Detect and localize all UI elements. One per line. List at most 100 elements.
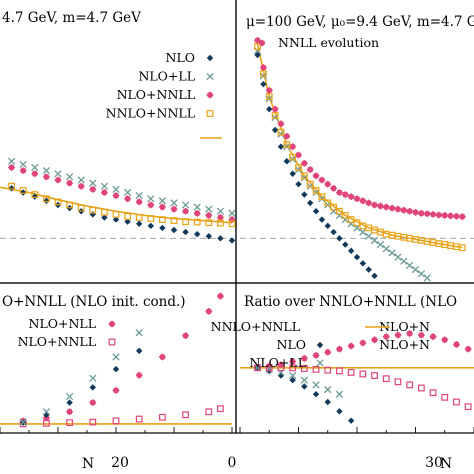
bottom-right-point-2-6 (324, 385, 332, 394)
bottom-left-point-1-8 (205, 408, 213, 416)
bottom-right-point-1-3 (289, 377, 296, 384)
top-right-point-3-5 (283, 141, 291, 148)
bottom-right-point-0-12-core (395, 332, 401, 338)
top-right-point-2-21 (376, 240, 385, 249)
top-left-point-2-9-core (113, 193, 119, 199)
bottom-left-tick-label-1: 0 (228, 455, 237, 471)
top-left-point-3-17 (205, 219, 213, 227)
bottom-left-point-0-9-core (218, 293, 223, 299)
top-right-point-0-8-core (301, 160, 307, 166)
frame-bottom-right (235, 282, 474, 434)
top-left-legend-marker-0 (206, 54, 214, 62)
bottom-left-point-2-2 (66, 399, 73, 406)
top-right-point-1-0 (254, 51, 261, 59)
top-left-point-3-3 (42, 195, 50, 203)
bottom-left-point-0-5-core (136, 372, 142, 378)
top-right-point-2-2 (265, 95, 273, 103)
top-left-point-1-11 (135, 191, 143, 200)
bottom-right-point-3-6 (324, 366, 332, 374)
bottom-right-point-1-4 (301, 383, 308, 390)
top-left-point-3-15 (182, 218, 190, 226)
bottom-right-legend-marker-nlo (316, 341, 324, 349)
bottom-right-point-0-14-core (418, 332, 424, 338)
bottom-right-point-3-1 (265, 364, 273, 372)
top-right-point-2-5 (283, 143, 291, 151)
top-right-point-2-27 (411, 265, 420, 274)
top-left-point-3-5 (66, 201, 74, 209)
top-right-point-0-32-core (442, 213, 448, 218)
top-right-point-1-1 (260, 80, 267, 88)
bottom-right-point-0-4-core (301, 356, 307, 361)
top-right-line-nnlo-nnll (256, 44, 463, 249)
top-right-point-2-14 (335, 211, 344, 220)
bottom-right-point-0-9-core (360, 340, 366, 346)
top-right-point-0-27-core (413, 209, 418, 215)
bottom-left-point-2-5 (136, 347, 143, 355)
top-right-point-2-7 (294, 165, 303, 174)
top-left-point-1-14 (170, 199, 178, 207)
top-right-point-2-11 (318, 195, 326, 203)
top-right-point-3-4 (277, 128, 285, 136)
top-left-point-0-7 (89, 211, 96, 218)
bottom-right-point-2-7 (335, 390, 344, 398)
top-right-point-0-21-core (378, 203, 383, 209)
bottom-right-point-3-18 (464, 403, 472, 411)
top-left-point-0-17 (205, 233, 212, 240)
top-right-point-2-3 (271, 113, 279, 122)
bottom-right-point-0-17-core (454, 342, 459, 347)
top-right-legend-marker-0-core (259, 40, 265, 46)
bottom-right-point-3-3 (289, 364, 297, 372)
top-left-legend-marker-1 (206, 72, 214, 81)
top-right-point-0-35-core (459, 214, 465, 220)
top-right-point-3-15 (341, 212, 349, 219)
top-right-point-2-18 (359, 228, 367, 236)
top-left-point-3-0 (8, 182, 16, 190)
bottom-right-point-3-11 (382, 375, 390, 383)
top-left-point-3-11 (135, 214, 143, 221)
top-left-point-1-13 (158, 197, 167, 205)
top-left-point-2-7-core (90, 186, 96, 192)
bottom-right-point-3-16 (441, 393, 449, 401)
top-left-point-1-8 (100, 182, 109, 190)
top-left-point-1-5 (65, 173, 74, 181)
top-right-point-3-9 (306, 180, 314, 188)
top-left-point-2-12-core (148, 202, 154, 208)
bottom-right-legend-label-1: NLO (277, 337, 307, 352)
top-right-point-2-4 (277, 130, 285, 138)
top-right-point-1-3 (271, 126, 279, 134)
top-left-point-2-10-core (125, 196, 130, 202)
bottom-right-point-3-15 (429, 389, 437, 397)
bottom-right-point-0-13-core (407, 331, 413, 336)
top-right-point-2-24 (394, 253, 402, 261)
top-left-point-3-9 (112, 210, 120, 218)
top-left-point-1-1 (19, 160, 27, 169)
top-left-point-1-3 (42, 166, 51, 175)
top-right-point-0-26-core (407, 208, 413, 214)
top-left-point-1-16 (193, 203, 201, 211)
top-right-point-0-6-core (290, 144, 296, 150)
top-left-point-3-14 (170, 217, 178, 225)
top-right-point-0-30-core (430, 211, 436, 217)
top-left-point-3-1 (19, 187, 27, 194)
top-right-legend-label-0: NNLL evolution (278, 35, 379, 50)
bottom-left-legend-marker-0-core (109, 321, 115, 327)
top-right-point-1-4 (277, 143, 285, 150)
top-right-point-2-28 (417, 270, 426, 278)
top-left-point-2-15-core (183, 208, 188, 214)
top-right-point-1-15 (342, 241, 349, 248)
top-left-point-1-6 (77, 176, 85, 184)
bottom-left-point-1-9 (217, 405, 224, 413)
top-left-point-3-4 (54, 198, 62, 206)
top-right-point-2-12 (324, 201, 332, 209)
top-right-point-2-8 (300, 174, 309, 182)
top-left-point-3-2 (31, 191, 39, 198)
top-right-point-0-25-core (401, 207, 407, 213)
top-left-point-0-12 (147, 222, 154, 230)
chart-marks (0, 36, 474, 433)
top-left-point-2-4-core (55, 177, 61, 183)
top-right-point-0-13-core (331, 185, 336, 191)
top-right-point-2-16 (347, 220, 355, 228)
bottom-right-point-0-18-core (465, 346, 471, 352)
top-right-point-3-14 (336, 207, 343, 215)
